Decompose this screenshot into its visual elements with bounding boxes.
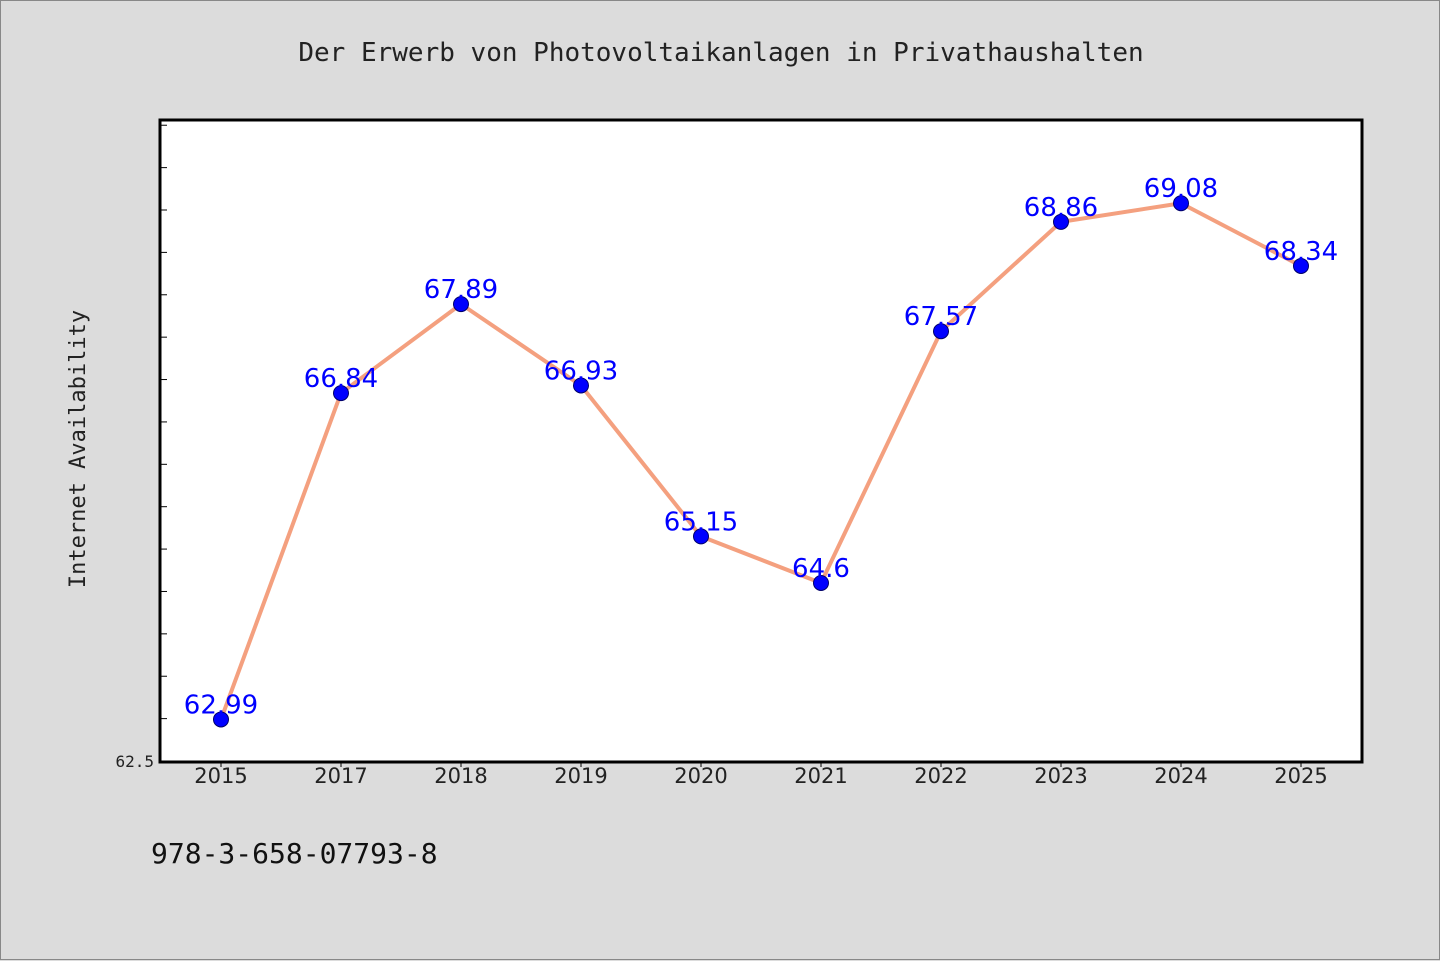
x-tick-label-2020: 2020	[674, 764, 727, 788]
data-point-2023	[1053, 213, 1069, 230]
data-point-2020	[693, 528, 709, 545]
data-point-2018	[453, 296, 469, 313]
data-label-2021: 64.6	[792, 554, 850, 584]
data-label-2020: 65.15	[664, 507, 738, 537]
x-tick-label-2024: 2024	[1154, 764, 1207, 788]
data-label-2022: 67.57	[904, 302, 978, 332]
data-point-2024	[1173, 195, 1189, 212]
data-label-2018: 67.89	[424, 275, 498, 305]
marker-layer	[213, 195, 1309, 728]
data-point-2019	[573, 377, 589, 394]
data-label-2023: 68.86	[1024, 193, 1098, 223]
data-label-2015: 62.99	[184, 690, 258, 720]
chart-title: Der Erwerb von Photovoltaikanlagen in Pr…	[298, 38, 1143, 68]
plot-area	[158, 118, 1364, 764]
data-label-2024: 69.08	[1144, 174, 1218, 204]
series-line-layer	[219, 201, 1302, 721]
data-point-2021	[813, 574, 829, 591]
x-tick-label-2018: 2018	[434, 764, 487, 788]
data-label-2017: 66.84	[304, 364, 378, 394]
x-tick-label-2015: 2015	[194, 764, 247, 788]
data-label-2025: 68.34	[1264, 237, 1338, 267]
data-point-2017	[333, 385, 349, 402]
x-tick-label-2022: 2022	[914, 764, 967, 788]
data-label-layer: 62.99 66.84 67.89 66.93 65.15 64.6 67.57 68.86 6…	[184, 174, 1338, 720]
x-tick-label-2021: 2021	[794, 764, 847, 788]
y-tick-label: 62.5	[115, 752, 154, 771]
x-tick-label-2019: 2019	[554, 764, 607, 788]
x-tick-label-2023: 2023	[1034, 764, 1087, 788]
data-point-2022	[933, 323, 949, 340]
data-label-2019: 66.93	[544, 356, 618, 386]
x-axis-ticks: 2015 2017 2018 2019 2020 2021 2022 2023 2024 2025	[194, 761, 1328, 788]
data-point-2015	[213, 711, 229, 728]
x-tick-label-2017: 2017	[314, 764, 367, 788]
y-axis-label: Internet Availability	[66, 310, 91, 588]
data-point-2025	[1293, 257, 1309, 274]
series-line	[219, 201, 1302, 721]
footnote-isbn: 978-3-658-07793-8	[151, 837, 438, 870]
x-tick-label-2025: 2025	[1274, 764, 1327, 788]
y-axis-ticks	[161, 124, 167, 720]
